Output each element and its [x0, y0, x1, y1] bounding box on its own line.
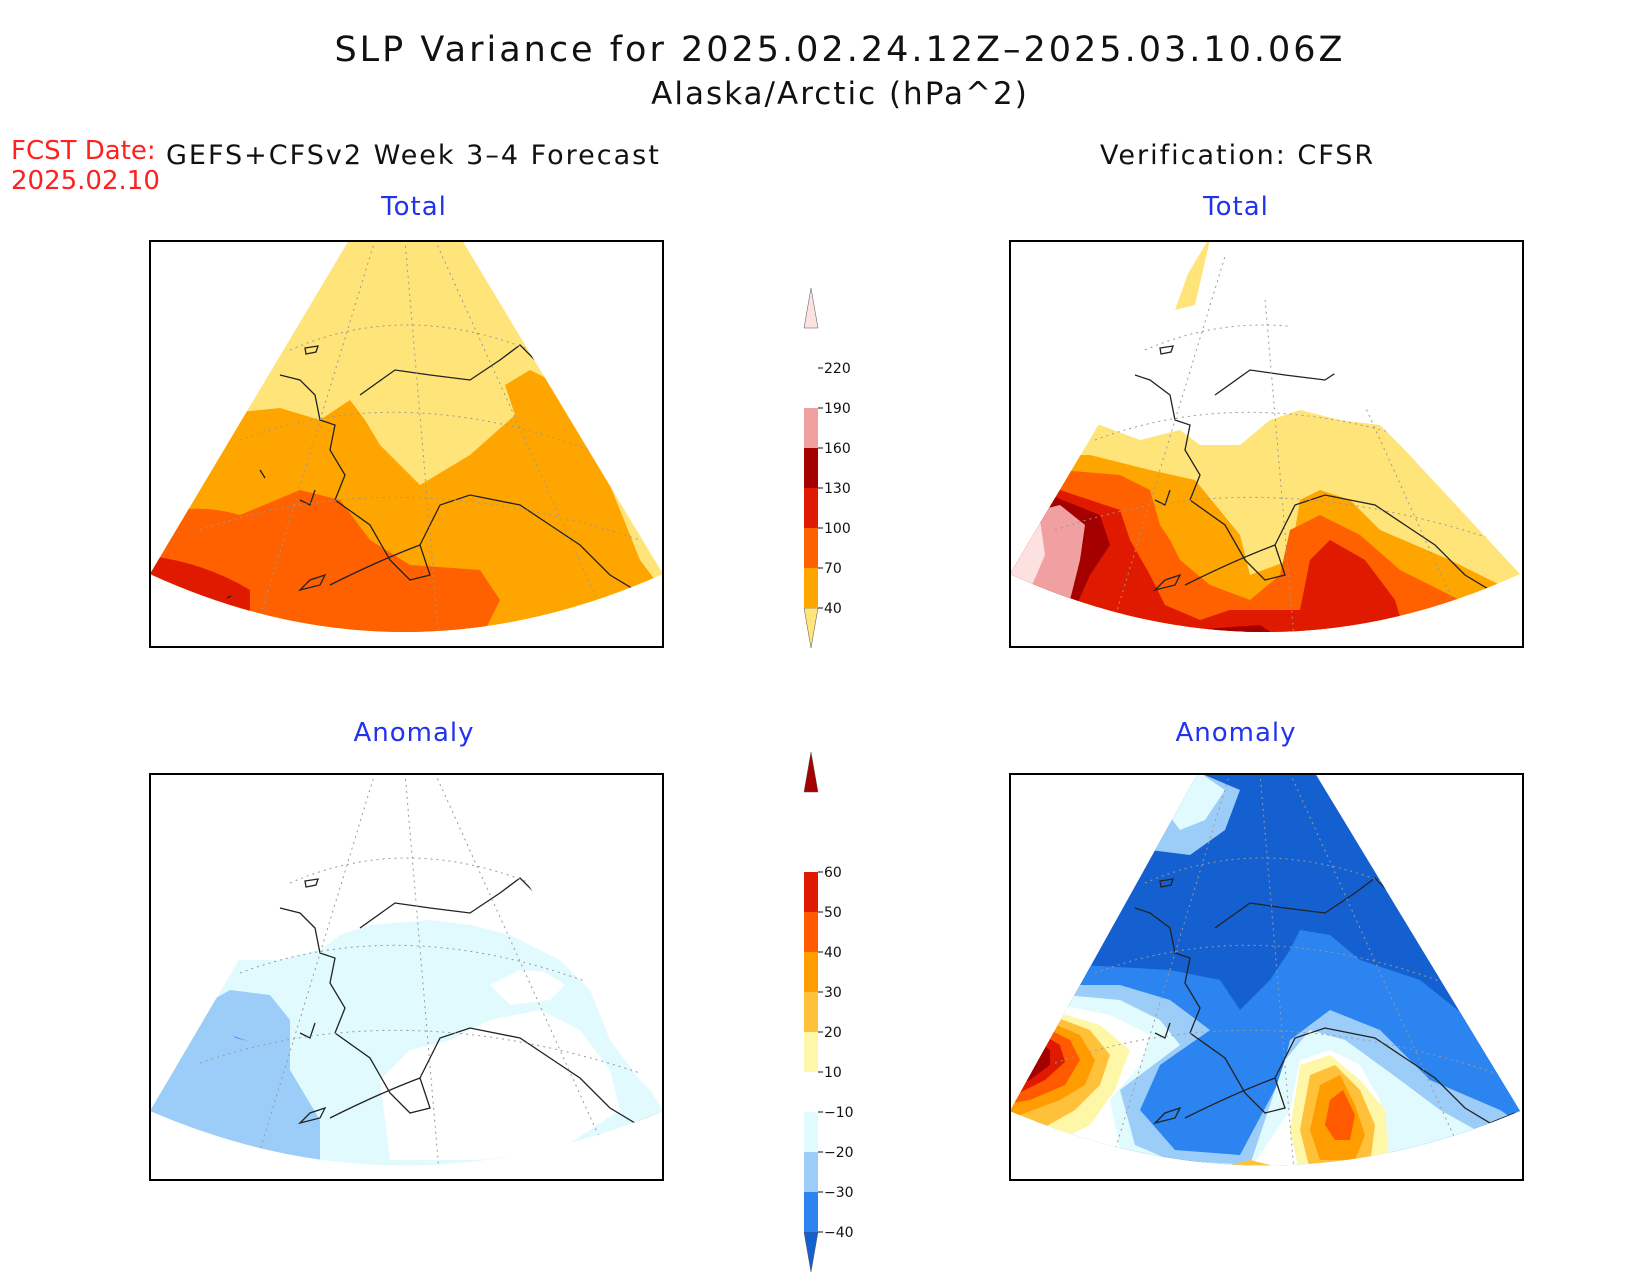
- colorbar-anomaly-tick-label: 50: [824, 905, 842, 921]
- coastlines: [279, 877, 661, 1125]
- map-frame: [149, 240, 664, 648]
- colorbar-anomaly-swatch: [804, 1072, 818, 1112]
- colorbar-anomaly-tick-label: −30: [824, 1185, 854, 1201]
- panel-title-forecast-anomaly: Anomaly: [353, 718, 475, 748]
- colorbar-anomaly-swatch: [804, 1112, 818, 1152]
- forecast-date-value: 2025.02.10: [11, 166, 160, 196]
- colorbar-total-swatch: [804, 568, 818, 608]
- colorbar-anomaly-swatch: [804, 1032, 818, 1072]
- chart-subtitle: Alaska/Arctic (hPa^2): [651, 76, 1029, 112]
- panel-title-verification-total: Total: [1203, 192, 1269, 222]
- colorbar-anomaly-swatch: [804, 952, 818, 992]
- graticule: [199, 773, 641, 1166]
- map-verification-total: [1009, 240, 1524, 648]
- chart-title: SLP Variance for 2025.02.24.12Z–2025.03.…: [334, 30, 1346, 70]
- colorbar-anomaly-tick-label: −10: [824, 1105, 854, 1121]
- colorbar-total-extension-bottom: [803, 607, 819, 649]
- colorbar-anomaly-tick-label: 20: [824, 1025, 842, 1041]
- graticule: [1054, 240, 1496, 632]
- map-forecast-anomaly: [149, 773, 664, 1181]
- colorbar-anomaly-extension-top: [803, 751, 819, 793]
- field-neutral-south: [380, 1010, 620, 1160]
- map-frame: [1009, 773, 1524, 1181]
- colorbar-total-tick-label: 220: [824, 361, 851, 377]
- colorbar-anomaly-swatch: [804, 992, 818, 1032]
- colorbar-total-swatch: [804, 488, 818, 528]
- coastlines: [226, 344, 661, 599]
- colorbar-total-swatch: [804, 408, 818, 448]
- colorbar-anomaly-swatch: [804, 1192, 818, 1232]
- map-verification-anomaly: [1009, 773, 1524, 1181]
- field-40-70-north: [1175, 240, 1210, 310]
- colorbar-anomaly: −40 −30 −20 −10 10 20 30 40 50 60: [803, 751, 854, 1273]
- colorbar-anomaly-tick-label: 60: [824, 865, 842, 881]
- field-220-plus: [1010, 520, 1045, 600]
- colorbar-anomaly-tick-label: 30: [824, 985, 842, 1001]
- colorbar-total-extension-top: [803, 287, 819, 329]
- forecast-column-header: GEFS+CFSv2 Week 3–4 Forecast: [166, 140, 661, 171]
- colorbar-total-swatch: [804, 448, 818, 488]
- colorbar-total-swatch: [804, 528, 818, 568]
- verification-column-header: Verification: CFSR: [1100, 140, 1376, 171]
- forecast-date-label: FCST Date:: [11, 136, 156, 166]
- colorbar-anomaly-tick-label: 10: [824, 1065, 842, 1081]
- field-minus-30: [233, 1036, 248, 1041]
- colorbar-anomaly-swatch: [804, 1152, 818, 1192]
- colorbar-anomaly-swatch: [804, 912, 818, 952]
- graticule: [1054, 773, 1496, 1166]
- map-frame: [149, 773, 664, 1181]
- colorbar-anomaly-tick-label: 40: [824, 945, 842, 961]
- coastlines: [1134, 877, 1516, 1125]
- colorbar-anomaly-tick-label: −40: [824, 1225, 854, 1241]
- colorbar-total-tick-label: 40: [824, 601, 842, 617]
- colorbar-total-tick-label: 70: [824, 561, 842, 577]
- colorbar-anomaly-swatch: [804, 872, 818, 912]
- map-frame: [1009, 240, 1524, 648]
- colorbar-total-tick-label: 130: [824, 481, 851, 497]
- panel-title-forecast-total: Total: [381, 192, 447, 222]
- graticule: [199, 240, 641, 632]
- colorbar-total-tick-label: 190: [824, 401, 851, 417]
- colorbar-anomaly-extension-bottom: [803, 1231, 819, 1273]
- field-neutral-east: [490, 970, 565, 1005]
- field-40-50-east: [1325, 1090, 1355, 1140]
- colorbar-total-tick-label: 100: [824, 521, 851, 537]
- colorbar-total-tick-label: 160: [824, 441, 851, 457]
- colorbar-total: 40 70 100 130 160 190 220: [803, 287, 851, 649]
- map-forecast-total: [149, 240, 664, 648]
- field-190-220: [1010, 505, 1085, 620]
- panel-title-verification-anomaly: Anomaly: [1175, 718, 1297, 748]
- colorbar-anomaly-tick-label: −20: [824, 1145, 854, 1161]
